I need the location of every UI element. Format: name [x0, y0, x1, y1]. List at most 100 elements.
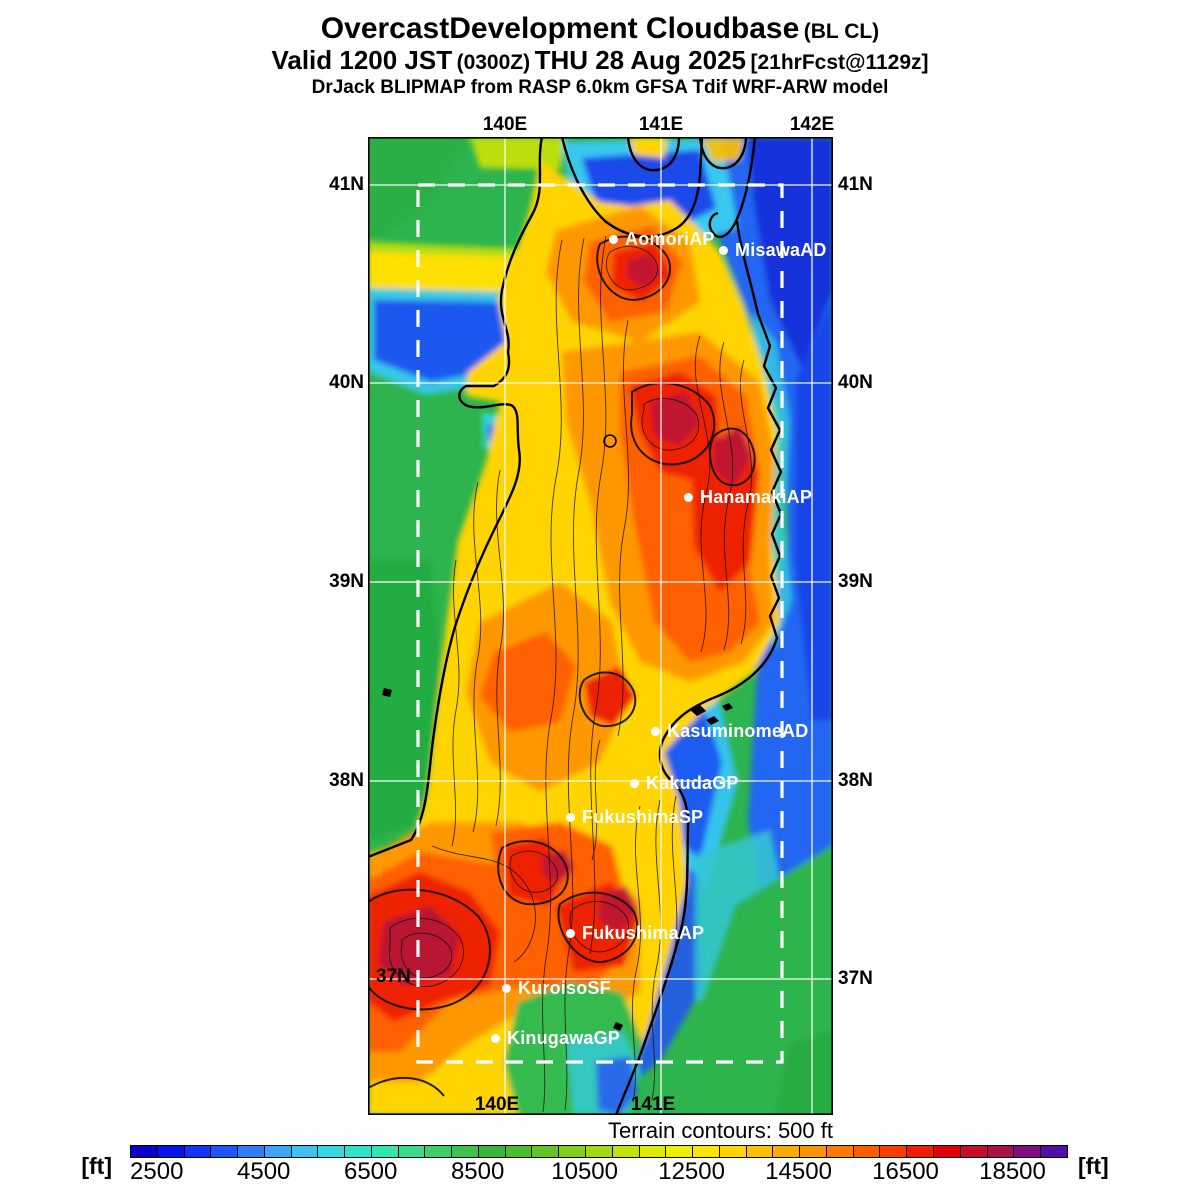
station-label: HanamakiAP — [700, 487, 813, 507]
lat-label-right: 40N — [838, 372, 873, 393]
colorbar-segment — [425, 1146, 453, 1157]
station-dot — [502, 984, 511, 993]
lat-label-left: 40N — [329, 372, 364, 393]
station-marker: FukushimaAP — [566, 923, 704, 944]
title-suffix: (BL CL) — [803, 20, 880, 43]
colorbar-segment — [559, 1146, 587, 1157]
colorbar-segment — [291, 1146, 319, 1157]
colorbar-tick: 6500 — [343, 1158, 398, 1185]
colorbar-segment — [639, 1146, 667, 1157]
forecast-hour: [21hrFcst@1129z] — [750, 50, 929, 74]
lon-label-top: 142E — [789, 114, 835, 135]
colorbar-segment — [505, 1146, 533, 1157]
colorbar-segment — [773, 1146, 801, 1157]
valid-line: Valid 1200 JST (0300Z) THU 28 Aug 2025 [… — [0, 44, 1200, 75]
terrain-contours-note: Terrain contours: 500 ft — [607, 1118, 833, 1143]
domain-boundary-dashed — [416, 183, 784, 1064]
colorbar-segment — [211, 1146, 239, 1157]
colorbar-tick: 10500 — [551, 1158, 618, 1185]
station-marker: KakudaGP — [630, 773, 739, 794]
colorbar-tick: 8500 — [450, 1158, 505, 1185]
colorbar-segment — [987, 1146, 1015, 1157]
colorbar — [130, 1145, 1068, 1158]
colorbar-tick: 14500 — [765, 1158, 832, 1185]
map-plot — [367, 137, 833, 1116]
colorbar-segment — [960, 1146, 988, 1157]
station-marker: KuroisoSF — [502, 978, 611, 999]
station-dot — [651, 727, 660, 736]
station-label: FukushimaSP — [582, 807, 704, 827]
blipmap-canvas — [367, 137, 833, 1116]
colorbar-tick: 16500 — [872, 1158, 939, 1185]
lon-label-top: 140E — [482, 114, 528, 135]
cloudbase-field — [368, 137, 833, 1115]
terrain-contours — [389, 235, 752, 1113]
colorbar-segment — [264, 1146, 292, 1157]
colorbar-segment — [184, 1146, 212, 1157]
station-label: AomoriAP — [625, 229, 715, 249]
colorbar-segment — [693, 1146, 720, 1157]
station-marker: FukushimaSP — [566, 807, 703, 828]
island-specks — [382, 688, 733, 1031]
colorbar-segment — [1041, 1146, 1067, 1157]
colorbar-segment — [800, 1146, 827, 1157]
colorbar-segment — [131, 1146, 158, 1157]
station-dot — [566, 813, 575, 822]
lat-label-inner: 37N — [376, 966, 411, 987]
colorbar-tick: 12500 — [658, 1158, 725, 1185]
graticule-lines — [368, 137, 833, 1115]
colorbar-segment — [532, 1146, 560, 1157]
station-marker: KasuminomeAD — [651, 721, 808, 742]
colorbar-tick-labels: 2500 4500 6500 8500 10500 12500 14500 16500 1850… — [130, 1158, 1066, 1188]
lat-label-right: 38N — [838, 770, 873, 791]
lon-label-top: 141E — [638, 114, 684, 135]
station-label: MisawaAD — [735, 240, 827, 260]
colorbar-segment — [398, 1146, 426, 1157]
colorbar-segment — [345, 1146, 372, 1157]
station-dot — [491, 1034, 500, 1043]
page-title: OvercastDevelopment Cloudbase (BL CL) — [0, 12, 1200, 46]
station-marker: AomoriAP — [609, 229, 715, 250]
station-label: KinugawaGP — [507, 1028, 621, 1048]
valid-zulu: (0300Z) — [456, 50, 531, 74]
station-dot — [684, 493, 693, 502]
colorbar-segment — [371, 1146, 399, 1157]
station-label: KuroisoSF — [518, 978, 611, 998]
colorbar-segment — [880, 1146, 908, 1157]
station-dot — [566, 929, 575, 938]
colorbar-segment — [826, 1146, 854, 1157]
station-label: KasuminomeAD — [667, 721, 809, 741]
colorbar-segment — [907, 1146, 934, 1157]
lon-label-bottom: 141E — [630, 1094, 676, 1115]
colorbar-segment — [157, 1146, 185, 1157]
colorbar-segment — [318, 1146, 346, 1157]
colorbar-tick: 18500 — [979, 1158, 1046, 1185]
lat-label-left: 39N — [329, 571, 364, 592]
title-main: OvercastDevelopment Cloudbase — [320, 12, 800, 45]
lat-label-right: 37N — [838, 968, 873, 989]
colorbar-segment — [612, 1146, 640, 1157]
model-line: DrJack BLIPMAP from RASP 6.0km GFSA Tdif… — [311, 76, 889, 98]
colorbar-tick: 2500 — [130, 1158, 184, 1185]
colorbar-segment — [452, 1146, 479, 1157]
colorbar-segment — [719, 1146, 747, 1157]
lat-label-right: 39N — [838, 571, 873, 592]
colorbar-segment — [478, 1146, 506, 1157]
valid-date: THU 28 Aug 2025 — [534, 44, 747, 75]
station-marker: HanamakiAP — [684, 487, 812, 508]
station-label: FukushimaAP — [582, 923, 705, 943]
header: OvercastDevelopment Cloudbase (BL CL) Va… — [0, 12, 1200, 98]
station-label: KakudaGP — [646, 773, 739, 793]
colorbar-segment — [933, 1146, 961, 1157]
colorbar-unit-left: [ft] — [81, 1153, 112, 1179]
colorbar-tick: 4500 — [237, 1158, 291, 1185]
lat-label-left: 38N — [329, 770, 364, 791]
station-marker: MisawaAD — [719, 240, 827, 261]
colorbar-segment — [666, 1146, 694, 1157]
colorbar-segment — [586, 1146, 613, 1157]
colorbar-unit-right: [ft] — [1078, 1153, 1109, 1179]
lat-label-right: 41N — [838, 174, 873, 195]
colorbar-segment — [1014, 1146, 1042, 1157]
colorbar-segment — [238, 1146, 265, 1157]
lat-label-left: 41N — [329, 174, 364, 195]
